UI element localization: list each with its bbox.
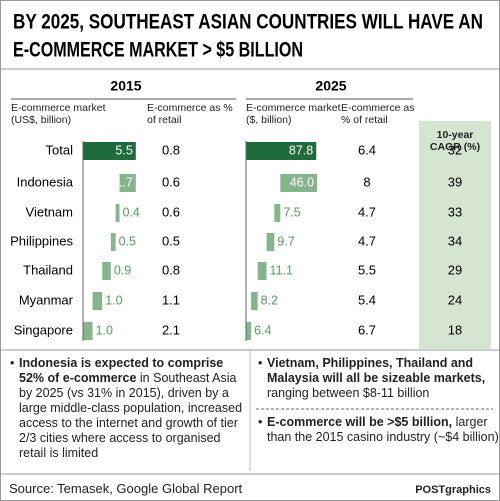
bar-label: 87.8: [289, 143, 313, 157]
retail-value: 6.7: [358, 322, 376, 337]
column-header: E-commerce market (US$, billion): [11, 102, 106, 126]
cagr-value: 39: [448, 174, 462, 189]
retail-value: 5.4: [358, 292, 376, 307]
country-label: Singapore: [14, 322, 73, 337]
bar-label: 0.5: [119, 234, 136, 248]
country-label: Vietnam: [26, 204, 73, 219]
credit: POSTgraphics: [415, 484, 491, 496]
bar-label: 6.4: [254, 323, 271, 337]
note-bold: Indonesia is expected to comprise 52% of…: [19, 356, 224, 385]
bar-label: 0.4: [122, 205, 139, 219]
note-text: in Southeast Asia by 2025 (vs 31% in 201…: [19, 371, 243, 460]
bar: [102, 262, 111, 280]
bar: [266, 233, 275, 251]
year-label: 2015: [110, 78, 141, 94]
bar: [119, 174, 136, 192]
cagr-value: 24: [448, 292, 462, 307]
retail-value: 2.1: [162, 322, 180, 337]
bar-label: 1.0: [105, 293, 122, 307]
column-header: E-commerce as % of retail: [341, 102, 415, 126]
source: Source: Temasek, Google Global Report: [9, 481, 243, 496]
title-line: BY 2025, SOUTHEAST ASIAN COUNTRIES WILL …: [13, 11, 483, 34]
column-header: E-commerce as % of retail: [147, 102, 233, 126]
bar: [257, 262, 267, 280]
bar-label: 11.1: [270, 263, 293, 277]
bar-label: 0.9: [114, 263, 131, 277]
country-label: Myanmar: [19, 292, 74, 307]
column-header: 10-year CAGR (%): [429, 129, 481, 153]
cagr-value: 18: [448, 322, 462, 337]
retail-value: 0.8: [162, 142, 180, 157]
retail-value: 4.7: [358, 204, 376, 219]
note-bold: Vietnam, Philippines, Thailand and Malay…: [267, 356, 486, 385]
note-text: larger than the 2015 casino industry (~$…: [267, 415, 499, 444]
retail-value: 0.6: [162, 204, 180, 219]
cagr-value: 32: [448, 142, 462, 157]
bar: [274, 204, 281, 222]
cagr-value: 29: [448, 262, 462, 277]
country-label: Philippines: [10, 233, 73, 248]
bar-label: 46.0: [290, 175, 314, 189]
bar: [83, 322, 93, 340]
retail-value: 0.6: [162, 174, 180, 189]
retail-value: 5.5: [358, 262, 376, 277]
bar: [280, 174, 318, 192]
bar-label: 1.0: [96, 323, 113, 337]
bar-label: 9.7: [277, 234, 294, 248]
total-bar: [246, 142, 317, 160]
bar-label: 1.7: [115, 175, 132, 189]
bar-label: 5.5: [115, 143, 132, 157]
country-label: Total: [46, 142, 74, 157]
total-bar: [83, 142, 136, 160]
retail-value: 6.4: [358, 142, 376, 157]
bar: [92, 292, 103, 310]
cagr-value: 34: [448, 233, 462, 248]
bar: [115, 204, 120, 222]
bar: [110, 233, 116, 251]
retail-value: 0.8: [162, 262, 180, 277]
retail-value: 4.7: [358, 233, 376, 248]
note: Vietnam, Philippines, Thailand and Malay…: [255, 356, 499, 401]
cagr-value: 33: [448, 204, 462, 219]
title-line: E-COMMERCE MARKET > $5 BILLION: [13, 39, 303, 62]
country-label: Thailand: [23, 262, 73, 277]
retail-value: 8: [363, 174, 370, 189]
country-label: Indonesia: [17, 174, 74, 189]
bar: [251, 292, 258, 310]
note-text: ranging between $8-11 billion: [267, 386, 430, 400]
retail-value: 1.1: [162, 292, 180, 307]
column-header: E-commerce market ($, billion): [246, 102, 341, 126]
note: Indonesia is expected to comprise 52% of…: [7, 356, 251, 461]
note: E-commerce will be >$5 billion, larger t…: [255, 415, 499, 445]
note-bold: E-commerce will be >$5 billion,: [267, 415, 453, 429]
bar: [246, 322, 252, 340]
retail-value: 0.5: [162, 233, 180, 248]
bar-label: 8.2: [261, 293, 278, 307]
bar-label: 7.5: [283, 205, 300, 219]
year-label: 2025: [315, 78, 346, 94]
cagr-background: [419, 121, 491, 349]
